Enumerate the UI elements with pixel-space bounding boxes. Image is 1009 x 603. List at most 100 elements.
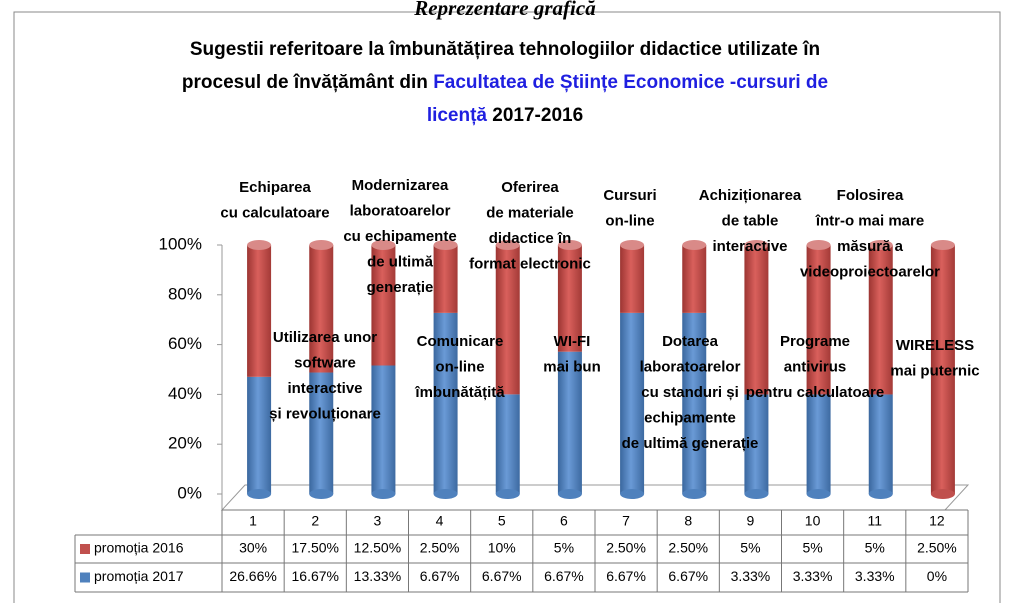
bar-segment [557, 245, 582, 352]
x-tick-label: 2 [311, 513, 319, 529]
data-label: 26.66% [229, 568, 276, 584]
bar-segment [309, 372, 334, 494]
cylinder-top [868, 240, 893, 250]
x-tick-label: 8 [684, 513, 692, 529]
annotation: echipamente [644, 409, 736, 426]
y-tick-label: 100% [159, 234, 202, 253]
cylinder-base [930, 489, 955, 499]
annotation: Utilizarea unor [273, 329, 377, 346]
cylinder-top [620, 240, 645, 250]
cylinder-top [247, 240, 272, 250]
title-part: procesul de învățământ din [182, 72, 433, 93]
annotation: Achiziționarea [699, 187, 802, 204]
annotation: on-line [435, 358, 484, 375]
cylinder-base [868, 489, 893, 499]
annotation: interactive [287, 380, 362, 397]
data-label: 5% [865, 540, 885, 556]
annotation: de table [722, 212, 779, 229]
data-label: 6.67% [544, 568, 584, 584]
bar-segment [247, 245, 272, 377]
cylinder-base [682, 489, 707, 499]
data-label: 2.50% [420, 540, 460, 556]
bar-segment [806, 394, 831, 494]
bar-segment [495, 245, 520, 395]
legend-key [80, 544, 90, 554]
annotation: de materiale [486, 204, 574, 221]
chart-title: Sugestii referitoare la îmbunătățirea te… [190, 39, 820, 60]
y-tick-label: 40% [168, 384, 202, 403]
annotation: Folosirea [837, 187, 904, 204]
annotation: și revoluționare [269, 405, 381, 422]
bar-segment [744, 394, 769, 494]
cylinder-base [620, 489, 645, 499]
x-tick-label: 5 [498, 513, 506, 529]
bar-segment [433, 245, 458, 313]
annotation: Echiparea [239, 179, 311, 196]
annotation: antivirus [784, 358, 847, 375]
data-label: 6.67% [606, 568, 646, 584]
annotation: laboratoarelor [350, 202, 451, 219]
annotation: on-line [605, 212, 654, 229]
bar-segment [930, 245, 955, 494]
annotation: de ultimă generație [622, 435, 759, 452]
bar-segment [620, 245, 645, 313]
title-part: Sugestii referitoare la îmbunătățirea te… [190, 39, 820, 60]
annotation: mai bun [543, 358, 601, 375]
annotation: videoproiectoarelor [800, 263, 940, 280]
annotation: mai puternic [890, 362, 979, 379]
bar-segment [868, 245, 893, 395]
cylinder-base [557, 489, 582, 499]
cylinder-top [682, 240, 707, 250]
data-label: 2.50% [668, 540, 708, 556]
bar-segment [682, 312, 707, 494]
data-label: 5% [554, 540, 574, 556]
title-part: licență [427, 105, 488, 126]
y-tick-label: 20% [168, 434, 202, 453]
y-tick-label: 80% [168, 284, 202, 303]
data-label: 6.67% [668, 568, 708, 584]
annotation: de ultimă [367, 253, 434, 270]
bar-segment [309, 245, 334, 373]
bar-segment [557, 351, 582, 494]
annotation: generație [367, 279, 434, 296]
annotation: Comunicare [417, 333, 504, 350]
bar-segment [868, 394, 893, 494]
annotation: Modernizarea [352, 177, 449, 194]
annotation: software [294, 354, 356, 371]
cylinder-top [309, 240, 334, 250]
cylinder-top [433, 240, 458, 250]
chart-title: procesul de învățământ din Facultatea de… [182, 72, 828, 93]
x-tick-label: 1 [249, 513, 257, 529]
x-tick-label: 7 [622, 513, 630, 529]
title-part: Facultatea de Științe Economice -cursuri… [433, 72, 828, 93]
data-label: 13.33% [354, 568, 401, 584]
cylinder-base [806, 489, 831, 499]
cylinder-base [744, 489, 769, 499]
cylinder-base [495, 489, 520, 499]
cylinder-top [371, 240, 396, 250]
bar-segment [806, 245, 831, 395]
x-tick-label: 10 [805, 513, 821, 529]
x-tick-label: 6 [560, 513, 568, 529]
annotation: WIRELESS [896, 337, 974, 354]
x-tick-label: 11 [867, 513, 882, 529]
data-label: 5% [740, 540, 760, 556]
data-label: 3.33% [731, 568, 771, 584]
data-label: 3.33% [855, 568, 895, 584]
x-tick-label: 9 [747, 513, 755, 529]
legend-key [80, 572, 90, 583]
title-part: 2017-2016 [487, 105, 583, 126]
data-label: 2.50% [917, 540, 957, 556]
cylinder-base [371, 489, 396, 499]
data-label: 5% [802, 540, 822, 556]
annotation: Programe [780, 333, 850, 350]
data-label: 2.50% [606, 540, 646, 556]
data-label: 10% [488, 540, 516, 556]
cylinder-top [495, 240, 520, 250]
annotation: laboratoarelor [640, 358, 741, 375]
bar-segment [744, 245, 769, 395]
annotation: Cursuri [603, 187, 656, 204]
data-label: 0% [927, 568, 947, 584]
data-label: 30% [239, 540, 267, 556]
